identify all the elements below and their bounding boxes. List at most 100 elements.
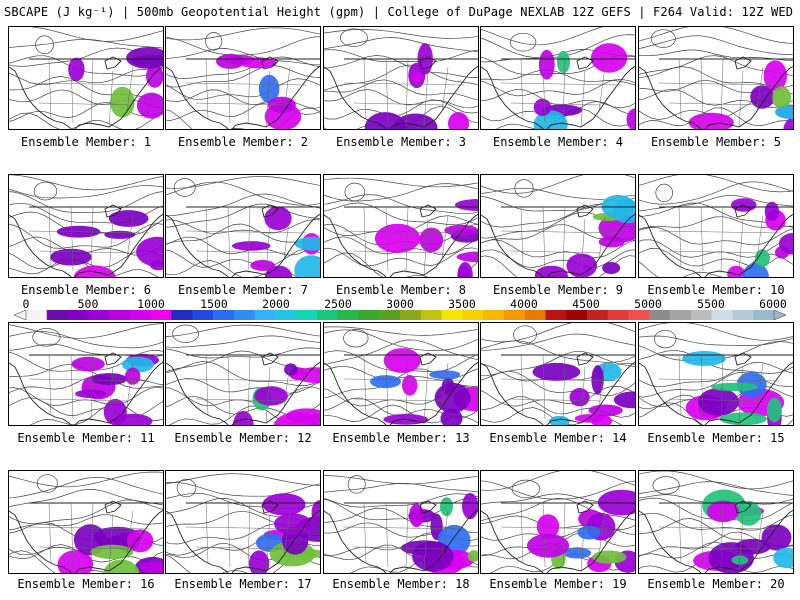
height-contour-line xyxy=(324,493,478,508)
ensemble-map-panel xyxy=(323,174,479,278)
height-contour-line xyxy=(166,89,320,109)
cape-shaded-area xyxy=(764,201,780,222)
closed-low-contour xyxy=(33,181,58,201)
cape-shaded-area xyxy=(75,389,107,399)
map-graphic xyxy=(9,323,163,425)
colorbar-swatch xyxy=(711,310,734,320)
height-contour-line xyxy=(9,101,163,122)
cape-shaded-area xyxy=(370,375,401,389)
closed-low-contour xyxy=(514,179,534,198)
colorbar-swatch xyxy=(129,310,152,320)
height-contour-line xyxy=(639,362,793,388)
colorbar-tick-label: 6000 xyxy=(759,297,787,311)
ensemble-member-label: Ensemble Member: 13 xyxy=(332,431,470,445)
height-contour-line xyxy=(166,36,320,56)
height-contour-line xyxy=(639,481,793,496)
height-contour-line xyxy=(324,247,478,267)
cape-shaded-area xyxy=(592,550,627,564)
state-boundaries xyxy=(185,206,307,276)
ensemble-map-panel xyxy=(638,174,794,278)
cape-shaded-area xyxy=(448,112,469,129)
colorbar-swatch xyxy=(400,310,422,320)
closed-low-contour xyxy=(509,32,537,52)
cape-shaded-area xyxy=(103,559,140,573)
ensemble-map-panel xyxy=(480,470,636,574)
closed-low-contour xyxy=(343,329,369,348)
closed-low-contour xyxy=(513,325,537,344)
closed-low-contour xyxy=(652,476,680,495)
coastline xyxy=(166,362,229,425)
coastline xyxy=(639,362,702,425)
coastline xyxy=(481,362,544,425)
cape-shaded-area xyxy=(774,105,793,120)
colorbar-tick-label: 5000 xyxy=(634,297,662,311)
height-contour-line xyxy=(639,512,793,531)
great-lakes-outline xyxy=(734,56,752,70)
cape-shaded-area xyxy=(527,533,570,558)
colorbar-tick-label: 3000 xyxy=(386,297,414,311)
ensemble-map-panel xyxy=(323,322,479,426)
cape-shaded-area xyxy=(613,391,635,409)
height-contour-line xyxy=(9,185,163,199)
ensemble-member-label: Ensemble Member: 14 xyxy=(489,431,627,445)
colorbar-swatch xyxy=(316,310,339,320)
height-contour-line xyxy=(639,349,793,374)
map-graphic xyxy=(481,471,635,573)
colorbar-tick-label: 1000 xyxy=(137,297,165,311)
cape-shaded-area xyxy=(574,414,605,423)
cape-shaded-area xyxy=(698,388,739,416)
cape-shaded-area xyxy=(536,514,560,539)
colorbar-swatch xyxy=(67,310,89,320)
coastline xyxy=(9,510,72,573)
cape-shaded-area xyxy=(136,92,163,119)
ensemble-map-panel xyxy=(165,470,321,574)
map-graphic xyxy=(639,471,793,573)
height-contour-line xyxy=(324,365,478,381)
closed-low-contour xyxy=(654,329,677,349)
height-contour-line xyxy=(9,489,163,508)
colorbar-swatch xyxy=(628,310,650,320)
cape-shaded-area xyxy=(68,57,85,81)
coastline xyxy=(9,214,72,277)
state-boundaries xyxy=(658,58,780,128)
height-contour-line xyxy=(481,480,635,500)
height-contour-line xyxy=(9,257,159,277)
ensemble-member-label: Ensemble Member: 7 xyxy=(177,283,309,297)
cape-shaded-area xyxy=(591,365,604,395)
great-lakes-outline xyxy=(261,352,279,366)
cape-shaded-area xyxy=(402,374,418,396)
map-graphic xyxy=(166,324,320,425)
map-graphic xyxy=(9,471,163,573)
state-boundaries xyxy=(185,502,307,572)
ensemble-map-panel xyxy=(638,26,794,130)
height-contour-line xyxy=(481,78,635,97)
coastline xyxy=(639,214,702,277)
great-lakes-outline xyxy=(104,56,122,70)
colorbar-swatch xyxy=(566,310,588,320)
colorbar-swatch xyxy=(109,310,131,320)
height-contour-line xyxy=(166,203,320,228)
closed-low-contour xyxy=(650,29,676,48)
great-lakes-outline xyxy=(261,56,279,70)
height-contour-line xyxy=(639,27,793,44)
cape-shaded-area xyxy=(462,493,478,520)
cape-shaded-area xyxy=(248,550,270,573)
cape-shaded-area xyxy=(232,411,254,425)
colorbar-swatch xyxy=(296,310,318,320)
height-contour-line xyxy=(324,202,478,226)
height-contour-line xyxy=(324,475,478,485)
cape-shaded-area xyxy=(444,224,478,236)
great-lakes-outline xyxy=(734,204,752,218)
map-title: SBCAPE (J kg⁻¹) | 500mb Geopotential Hei… xyxy=(4,5,796,19)
map-graphic xyxy=(639,175,793,277)
cape-shaded-area xyxy=(108,210,149,227)
colorbar-tick-label: 2000 xyxy=(262,297,290,311)
map-graphic xyxy=(639,27,793,129)
height-contour-line xyxy=(166,248,320,268)
cape-shaded-area xyxy=(57,550,94,573)
colorbar-swatch xyxy=(587,310,609,320)
cape-shaded-area xyxy=(750,85,775,109)
height-contour-line xyxy=(9,471,163,488)
colorbar-swatch xyxy=(233,310,256,320)
height-contour-line xyxy=(639,541,793,560)
